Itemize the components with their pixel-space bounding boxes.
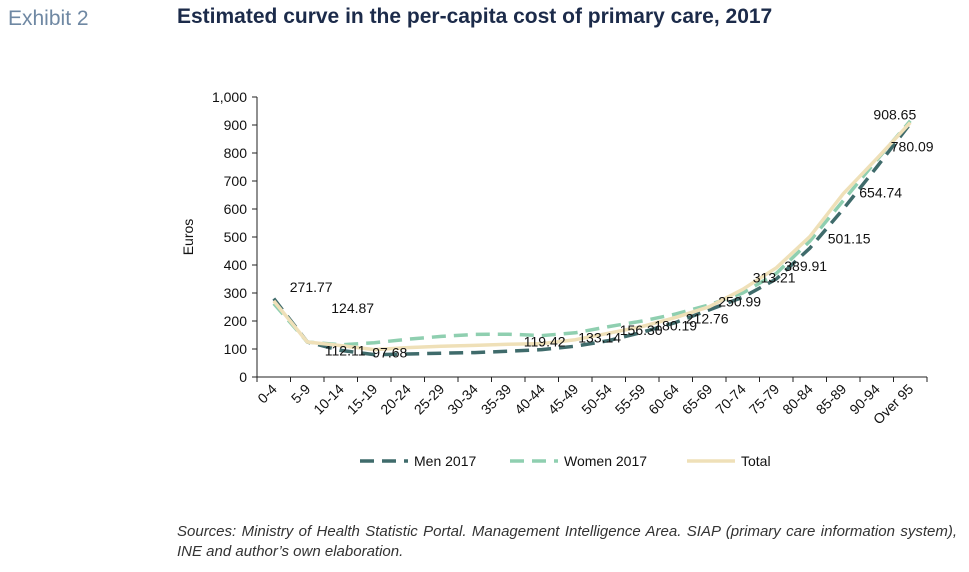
chart-title: Estimated curve in the per-capita cost o… bbox=[177, 5, 773, 28]
data-label: 389.91 bbox=[784, 258, 827, 274]
legend-label: Total bbox=[741, 453, 771, 469]
data-label: 119.42 bbox=[524, 334, 566, 350]
source-note: Sources: Ministry of Health Statistic Po… bbox=[177, 523, 957, 560]
x-tick-label: 80-84 bbox=[779, 381, 816, 418]
data-label: 501.15 bbox=[828, 231, 871, 247]
y-tick-label: 300 bbox=[224, 285, 248, 301]
x-tick-label: 70-74 bbox=[712, 381, 749, 418]
x-tick-label: 60-64 bbox=[645, 381, 682, 418]
y-tick-label: 400 bbox=[224, 257, 248, 273]
x-tick-label: 55-59 bbox=[612, 381, 649, 418]
data-label: 780.09 bbox=[891, 139, 934, 155]
y-tick-label: 900 bbox=[224, 117, 248, 133]
y-tick-label: 800 bbox=[224, 145, 248, 161]
data-label: 313.21 bbox=[753, 269, 796, 285]
data-label: 250.99 bbox=[718, 294, 761, 310]
x-tick-label: 85-89 bbox=[813, 381, 850, 418]
line-chart: 0 100 200 300 400 500 600 700 800 900 1,000 Euros 0… bbox=[180, 89, 934, 469]
x-tick-label: 5-9 bbox=[288, 381, 314, 407]
data-label: 156.30 bbox=[620, 322, 663, 338]
y-axis: 0 100 200 300 400 500 600 700 800 900 1,000 Euros bbox=[180, 89, 258, 385]
x-tick-label: 25-29 bbox=[411, 381, 448, 418]
x-tick-label: 35-39 bbox=[478, 381, 515, 418]
data-label: 908.65 bbox=[873, 107, 916, 123]
data-label: 180.19 bbox=[654, 318, 697, 334]
x-tick-label: 40-44 bbox=[511, 381, 548, 418]
series-line-men-2017 bbox=[272, 122, 912, 357]
series-line-total bbox=[272, 121, 912, 352]
x-tick-label: 10-14 bbox=[310, 381, 347, 418]
data-label: 124.87 bbox=[331, 300, 374, 316]
data-label: 112.11 bbox=[325, 343, 366, 359]
legend: Men 2017 Women 2017 Total bbox=[360, 453, 771, 469]
data-label: 212.76 bbox=[686, 310, 729, 326]
x-tick-label: 65-69 bbox=[679, 381, 716, 418]
legend-label: Men 2017 bbox=[414, 453, 476, 469]
series-lines bbox=[272, 119, 912, 357]
y-tick-label: 200 bbox=[224, 313, 248, 329]
y-tick-label: 0 bbox=[239, 369, 247, 385]
x-tick-label: 50-54 bbox=[578, 381, 615, 418]
y-tick-label: 1,000 bbox=[212, 89, 247, 105]
x-tick-label: 15-19 bbox=[344, 381, 381, 418]
data-label: 271.77 bbox=[290, 279, 333, 295]
legend-label: Women 2017 bbox=[564, 453, 647, 469]
x-tick-label: 30-34 bbox=[444, 381, 481, 418]
data-label: 133.14 bbox=[578, 330, 621, 346]
x-axis: 0-4 5-910-1415-1920-2425-2930-3435-3940-4… bbox=[254, 376, 928, 427]
data-label: 97.68 bbox=[372, 345, 407, 361]
exhibit-label: Exhibit 2 bbox=[8, 7, 89, 30]
data-labels: 271.77 124.87 112.11 97.68 119.42 133.14156.3… bbox=[290, 107, 934, 361]
data-label: 654.74 bbox=[859, 185, 902, 201]
x-tick-label: 20-24 bbox=[377, 381, 414, 418]
x-tick-label: 75-79 bbox=[746, 381, 783, 418]
series-line-women-2017 bbox=[272, 119, 912, 347]
y-tick-label: 600 bbox=[224, 201, 248, 217]
y-tick-label: 100 bbox=[224, 341, 248, 357]
x-tick-label: 0-4 bbox=[254, 381, 280, 407]
y-axis-label: Euros bbox=[180, 219, 196, 256]
x-tick-label: 45-49 bbox=[545, 381, 582, 418]
y-tick-label: 500 bbox=[224, 229, 248, 245]
y-tick-label: 700 bbox=[224, 173, 248, 189]
